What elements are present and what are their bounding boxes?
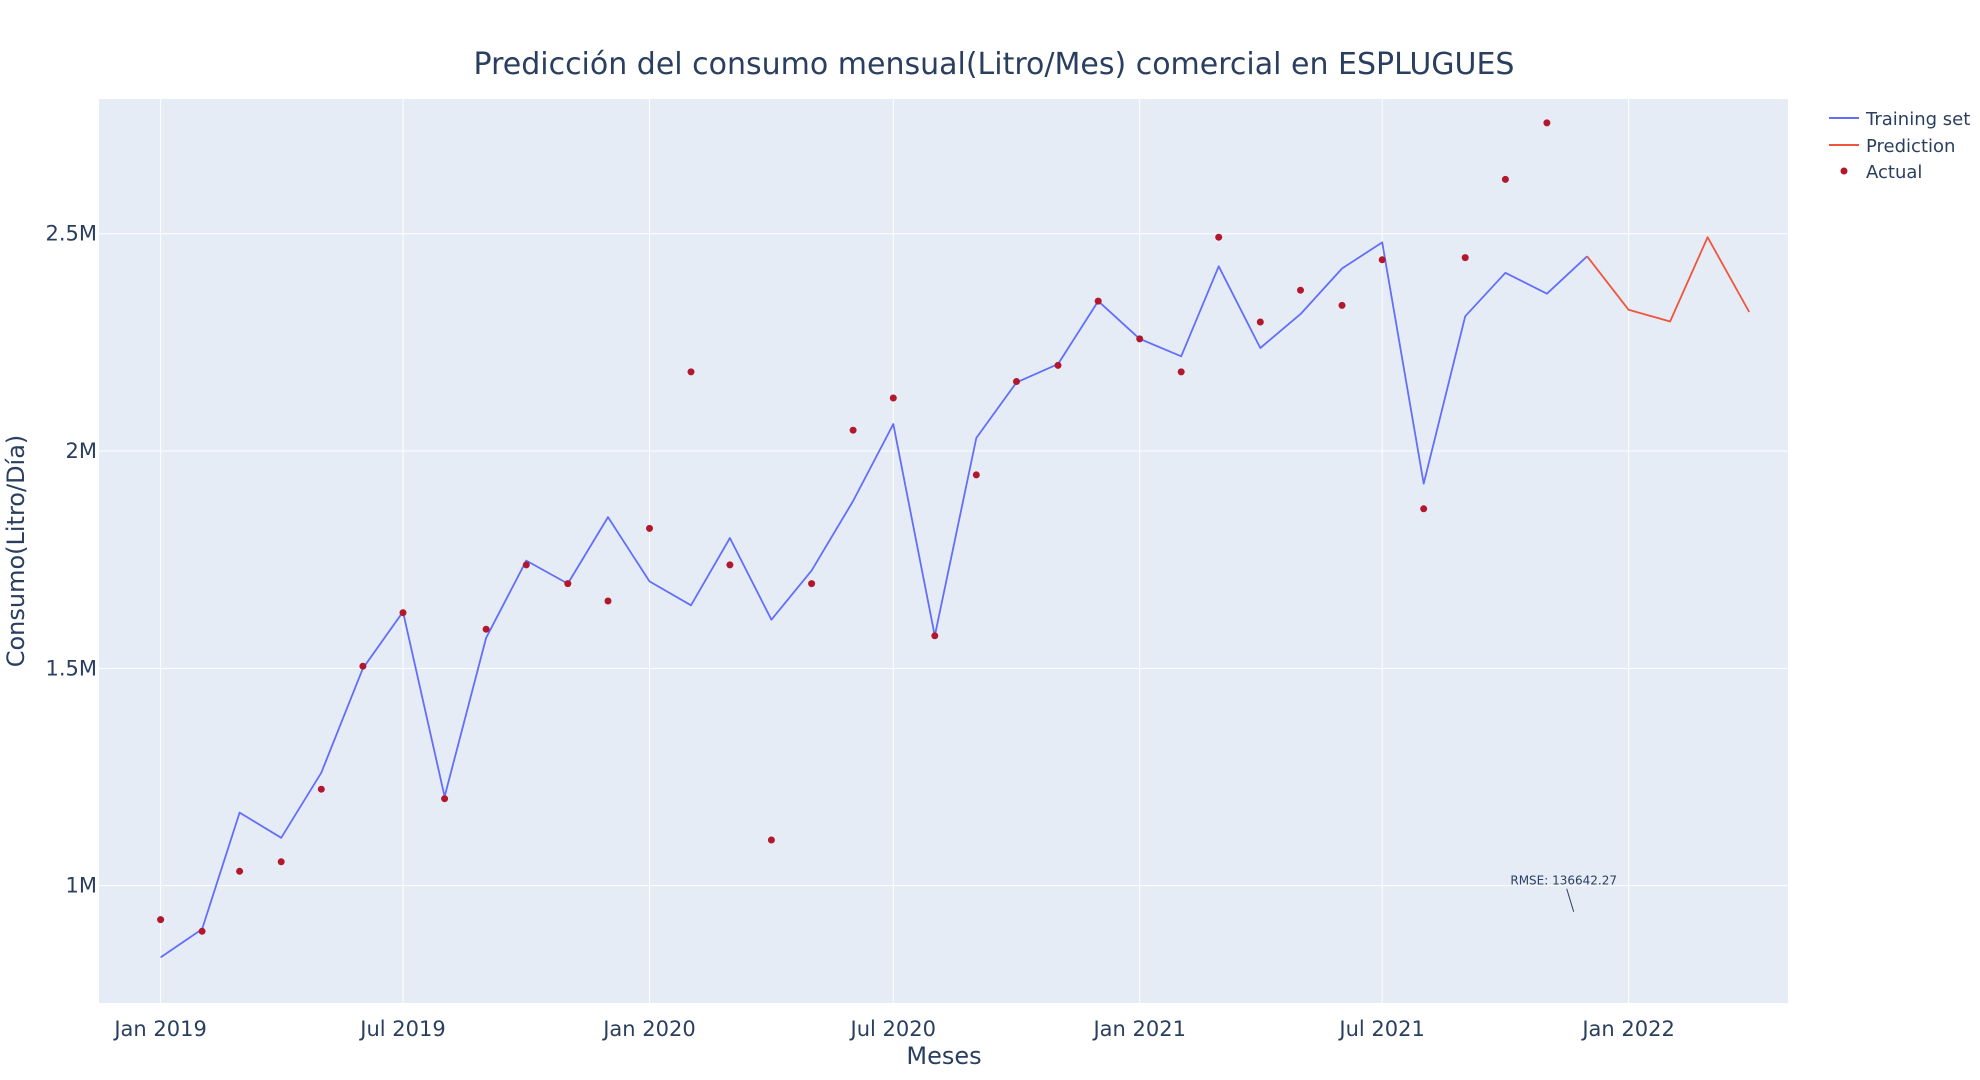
data-point-actual (889, 394, 897, 402)
data-point-actual (1054, 361, 1062, 369)
data-point-actual (236, 867, 244, 875)
legend-marker-actual (1840, 167, 1848, 175)
data-point-actual (522, 561, 530, 569)
data-point-actual (1094, 297, 1102, 305)
data-point-actual (849, 426, 857, 434)
y-tick-label: 2.5M (45, 222, 97, 246)
legend-label-actual[interactable]: Actual (1866, 162, 1922, 183)
data-point-actual (1420, 505, 1428, 513)
y-axis-ticks: 1M 1.5M 2M 2.5M (45, 222, 97, 898)
data-point-actual (198, 927, 206, 935)
plot-background (99, 99, 1788, 1003)
data-point-actual (399, 609, 407, 617)
data-point-actual (1461, 254, 1469, 262)
x-tick-label: Jul 2021 (1337, 1017, 1424, 1041)
series-line-prediction (1586, 236, 1750, 323)
series-group (157, 119, 1750, 959)
annotation-label: RMSE: 136642.27 (1510, 874, 1617, 888)
data-point-actual (1378, 256, 1386, 264)
data-point-actual (564, 580, 572, 588)
grid-lines (99, 99, 1788, 1003)
data-point-actual (277, 858, 285, 866)
data-point-actual (157, 916, 165, 924)
data-point-actual (1543, 119, 1551, 127)
data-point-actual (1177, 368, 1185, 376)
x-tick-label: Jan 2022 (1580, 1017, 1675, 1041)
y-tick-label: 2M (66, 439, 97, 463)
x-axis-ticks: Jan 2019 Jul 2019 Jan 2020 Jul 2020 Jan 2021… (112, 1017, 1674, 1041)
x-tick-label: Jan 2019 (112, 1017, 207, 1041)
data-point-actual (1215, 233, 1223, 241)
annotation-group: RMSE: 136642.27 (1510, 874, 1617, 912)
data-point-actual (317, 785, 325, 793)
y-tick-label: 1M (66, 874, 97, 898)
x-tick-label: Jul 2019 (358, 1017, 445, 1041)
x-tick-label: Jan 2021 (1091, 1017, 1186, 1041)
legend-label-training[interactable]: Training set (1865, 109, 1970, 130)
series-line-training-set (160, 241, 1588, 959)
data-point-actual (482, 625, 490, 633)
data-point-actual (1297, 286, 1304, 294)
legend: Training set Prediction Actual (1829, 109, 1970, 183)
data-point-actual (1013, 378, 1020, 385)
x-tick-label: Jan 2020 (601, 1017, 696, 1041)
data-point-actual (1501, 175, 1509, 183)
data-point-actual (1338, 301, 1346, 309)
chart-title: Predicción del consumo mensual(Litro/Mes… (474, 47, 1515, 82)
data-point-actual (1136, 335, 1144, 343)
data-point-actual (687, 368, 695, 376)
data-point-actual (646, 524, 653, 532)
data-point-actual (441, 795, 449, 803)
data-point-actual (767, 836, 775, 844)
y-tick-label: 1.5M (45, 656, 97, 680)
data-point-actual (972, 471, 980, 479)
data-point-actual (931, 632, 939, 640)
data-point-actual (1256, 318, 1264, 326)
x-tick-label: Jul 2020 (849, 1017, 936, 1041)
legend-label-prediction[interactable]: Prediction (1866, 136, 1955, 157)
y-axis-title: Consumo(Litro/Día) (2, 435, 30, 668)
data-point-actual (726, 561, 734, 569)
x-axis-title: Meses (906, 1042, 981, 1070)
annotation-arrow (1566, 888, 1575, 912)
data-point-actual (808, 580, 816, 588)
data-point-actual (359, 662, 367, 670)
data-point-actual (604, 597, 612, 605)
